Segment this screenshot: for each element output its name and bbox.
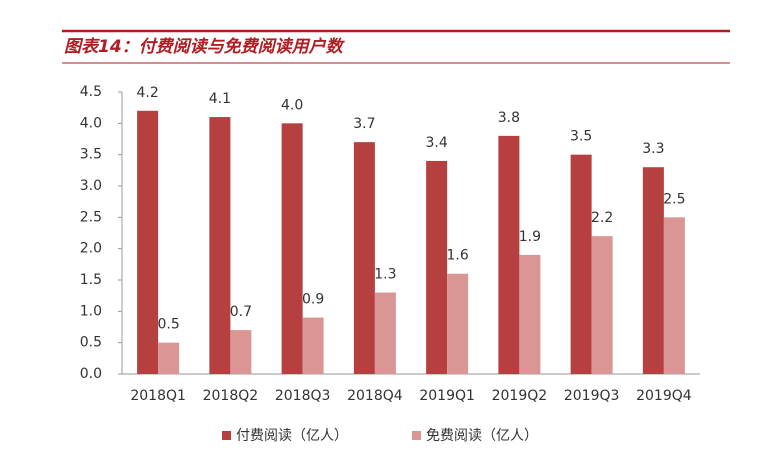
value-label: 2.2 bbox=[591, 210, 613, 226]
bar bbox=[209, 117, 231, 375]
y-tick-label: 2.5 bbox=[80, 209, 102, 225]
legend-label: 免费阅读（亿人） bbox=[426, 427, 538, 444]
y-tick-label: 1.0 bbox=[80, 303, 102, 319]
bar bbox=[498, 135, 520, 374]
x-tick-label: 2019Q1 bbox=[419, 388, 475, 404]
value-label: 3.3 bbox=[642, 141, 664, 157]
x-tick-label: 2019Q4 bbox=[636, 388, 692, 404]
value-label: 1.9 bbox=[519, 229, 541, 245]
bar bbox=[281, 123, 303, 374]
x-tick-label: 2018Q2 bbox=[203, 388, 259, 404]
value-label: 3.5 bbox=[570, 129, 592, 145]
value-label: 4.1 bbox=[209, 91, 231, 107]
bar bbox=[158, 342, 180, 374]
chart-title: 图表14：付费阅读与免费阅读用户数 bbox=[64, 37, 346, 57]
y-tick-label: 3.0 bbox=[80, 178, 102, 194]
x-tick-label: 2018Q3 bbox=[275, 388, 331, 404]
bar bbox=[591, 236, 613, 374]
bar bbox=[353, 142, 375, 374]
value-label: 1.6 bbox=[446, 248, 468, 264]
bar bbox=[302, 317, 324, 374]
bar bbox=[570, 154, 592, 374]
y-tick-label: 3.5 bbox=[80, 147, 102, 163]
value-label: 3.7 bbox=[353, 116, 375, 132]
bar bbox=[663, 217, 685, 374]
value-label: 0.7 bbox=[230, 304, 252, 320]
legend-swatch bbox=[412, 431, 421, 440]
value-label: 0.9 bbox=[302, 292, 324, 308]
y-tick-label: 4.5 bbox=[80, 84, 102, 100]
value-label: 4.0 bbox=[281, 97, 303, 113]
x-tick-label: 2019Q3 bbox=[564, 388, 620, 404]
bar bbox=[447, 273, 469, 374]
value-label: 4.2 bbox=[136, 85, 158, 101]
y-tick-label: 0.5 bbox=[80, 335, 102, 351]
value-label: 0.5 bbox=[157, 317, 179, 333]
legend-label: 付费阅读（亿人） bbox=[236, 427, 348, 444]
y-tick-label: 1.5 bbox=[80, 272, 102, 288]
value-label: 3.8 bbox=[498, 110, 520, 126]
bar bbox=[230, 330, 252, 374]
y-tick-label: 0.0 bbox=[80, 366, 102, 382]
y-tick-label: 4.0 bbox=[80, 115, 102, 131]
bar bbox=[642, 167, 664, 374]
bar bbox=[137, 110, 159, 375]
y-tick-label: 2.0 bbox=[80, 241, 102, 257]
x-tick-label: 2019Q2 bbox=[492, 388, 548, 404]
legend-swatch bbox=[222, 431, 231, 440]
value-label: 2.5 bbox=[663, 191, 685, 207]
value-label: 1.3 bbox=[374, 267, 396, 283]
bar bbox=[374, 292, 396, 374]
value-label: 3.4 bbox=[425, 135, 447, 151]
x-tick-label: 2018Q4 bbox=[347, 388, 403, 404]
x-tick-label: 2018Q1 bbox=[130, 388, 186, 404]
bar bbox=[519, 254, 541, 374]
bar bbox=[426, 160, 448, 374]
